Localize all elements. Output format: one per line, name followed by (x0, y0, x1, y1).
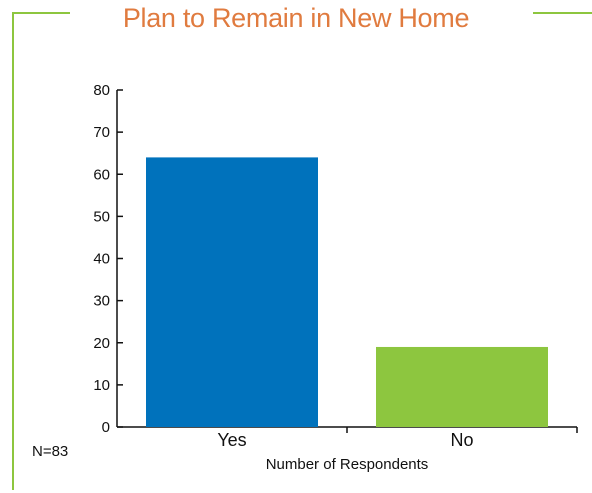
y-tick-label: 30 (93, 293, 110, 310)
y-tick-label: 40 (93, 251, 110, 268)
bar-yes (146, 157, 318, 427)
x-category-label: Yes (217, 430, 246, 450)
y-tick-label: 20 (93, 335, 110, 352)
chart-title-container: Plan to Remain in New Home (0, 0, 592, 36)
chart-title: Plan to Remain in New Home (118, 3, 474, 33)
y-tick-label: 0 (102, 419, 110, 436)
y-tick-label: 60 (93, 166, 110, 183)
y-tick-label: 70 (93, 124, 110, 141)
y-tick-label: 80 (93, 82, 110, 99)
sample-size-note: N=83 (32, 443, 68, 460)
y-tick-label: 50 (93, 208, 110, 225)
chart-labels: 0 10 20 30 40 50 60 70 80 Yes No Number of Responde… (32, 82, 474, 473)
frame-border-left (12, 12, 70, 490)
chart-bars (146, 157, 548, 427)
x-category-label: No (450, 430, 473, 450)
bar-no (376, 346, 548, 427)
y-tick-label: 10 (93, 377, 110, 394)
x-axis-title: Number of Respondents (266, 456, 429, 473)
